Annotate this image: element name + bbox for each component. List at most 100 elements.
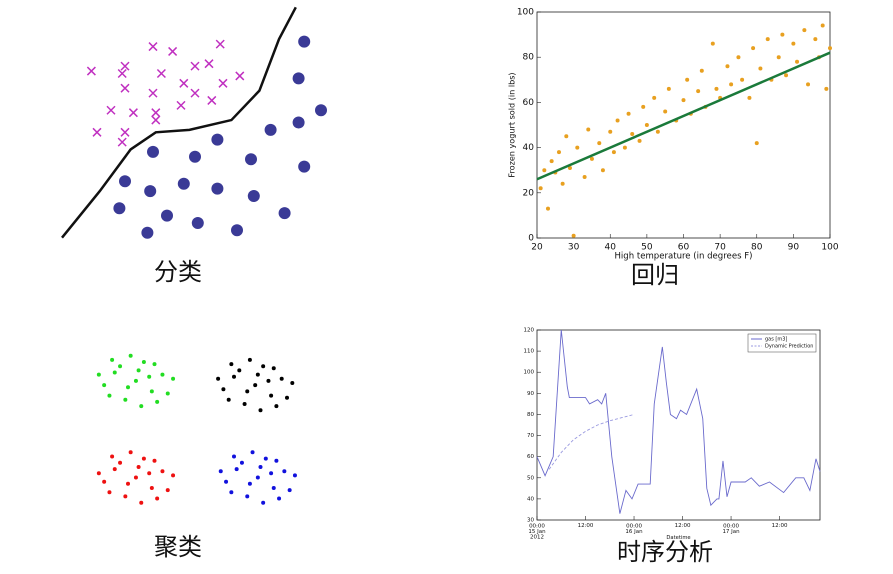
point bbox=[545, 206, 550, 211]
point bbox=[637, 138, 642, 143]
point bbox=[714, 86, 719, 91]
point bbox=[211, 182, 224, 195]
point bbox=[247, 357, 252, 362]
y-tick-label: 0 bbox=[528, 234, 534, 244]
point bbox=[765, 37, 770, 42]
point bbox=[274, 458, 279, 463]
point bbox=[245, 494, 250, 499]
x-marker bbox=[204, 59, 214, 69]
point bbox=[160, 372, 165, 377]
point bbox=[575, 145, 580, 150]
point bbox=[161, 209, 173, 222]
x-tick-label: 00:00 15 Jan 2012 bbox=[528, 523, 546, 540]
point bbox=[791, 41, 796, 46]
point bbox=[96, 372, 101, 377]
point bbox=[123, 494, 128, 499]
point bbox=[538, 186, 543, 191]
point bbox=[567, 165, 572, 170]
y-tick-label: 60 bbox=[527, 454, 534, 460]
point bbox=[278, 207, 291, 220]
x-marker bbox=[151, 108, 161, 118]
point bbox=[229, 362, 234, 367]
point bbox=[615, 118, 620, 123]
y-tick-label: 80 bbox=[523, 53, 535, 63]
point bbox=[234, 467, 239, 472]
point bbox=[149, 389, 154, 394]
point bbox=[622, 145, 627, 150]
point bbox=[255, 475, 260, 480]
point bbox=[221, 387, 226, 392]
point bbox=[165, 391, 170, 396]
caption: 聚类 bbox=[154, 533, 202, 561]
x-marker bbox=[120, 61, 130, 71]
point bbox=[589, 156, 594, 161]
point bbox=[141, 226, 154, 239]
point bbox=[736, 55, 741, 60]
point bbox=[641, 104, 646, 109]
point bbox=[681, 98, 686, 103]
point bbox=[139, 404, 144, 409]
point bbox=[155, 496, 160, 501]
x-marker bbox=[190, 88, 200, 98]
point bbox=[126, 385, 130, 390]
point bbox=[226, 397, 231, 402]
point bbox=[147, 374, 152, 379]
point bbox=[747, 95, 752, 100]
point bbox=[136, 368, 141, 373]
point bbox=[813, 37, 818, 42]
point bbox=[112, 467, 117, 472]
point bbox=[644, 123, 649, 127]
point bbox=[102, 479, 107, 484]
point bbox=[189, 150, 201, 163]
point bbox=[247, 481, 252, 486]
point bbox=[266, 378, 271, 383]
point bbox=[136, 465, 141, 469]
point bbox=[824, 86, 829, 91]
point bbox=[242, 402, 247, 406]
point bbox=[118, 364, 123, 369]
point bbox=[96, 471, 101, 476]
x-marker bbox=[207, 95, 217, 105]
point bbox=[564, 134, 569, 139]
caption: 回归 bbox=[631, 261, 679, 289]
point bbox=[224, 479, 229, 484]
x-marker bbox=[86, 66, 96, 76]
point bbox=[250, 450, 255, 455]
point bbox=[626, 111, 631, 116]
point bbox=[107, 490, 112, 495]
point bbox=[263, 456, 268, 461]
point bbox=[271, 366, 276, 371]
point bbox=[123, 397, 128, 402]
point bbox=[229, 490, 234, 495]
point bbox=[171, 376, 176, 381]
y-tick-label: 120 bbox=[524, 328, 535, 334]
point bbox=[258, 408, 263, 413]
point bbox=[144, 185, 157, 198]
y-tick-label: 80 bbox=[527, 412, 534, 418]
x-marker bbox=[148, 42, 158, 52]
point bbox=[285, 395, 289, 400]
point bbox=[729, 82, 734, 87]
x-marker bbox=[148, 88, 158, 98]
point bbox=[258, 465, 263, 469]
point bbox=[271, 486, 276, 490]
x-marker bbox=[179, 78, 189, 88]
y-tick-label: 90 bbox=[527, 391, 534, 397]
point bbox=[758, 66, 763, 71]
point bbox=[141, 456, 146, 461]
point bbox=[784, 73, 789, 78]
y-axis-label: Frozen yogurt sold (in lbs) bbox=[507, 72, 517, 177]
x-marker bbox=[117, 137, 127, 147]
point bbox=[556, 150, 561, 155]
x-marker bbox=[218, 78, 228, 88]
point bbox=[232, 454, 236, 459]
point bbox=[315, 104, 327, 117]
point bbox=[269, 393, 274, 398]
point bbox=[820, 23, 825, 28]
point bbox=[725, 64, 730, 69]
x-tick-label: 20 bbox=[531, 243, 543, 253]
plot-frame bbox=[536, 11, 831, 239]
point bbox=[696, 89, 701, 94]
series-line bbox=[536, 51, 831, 181]
